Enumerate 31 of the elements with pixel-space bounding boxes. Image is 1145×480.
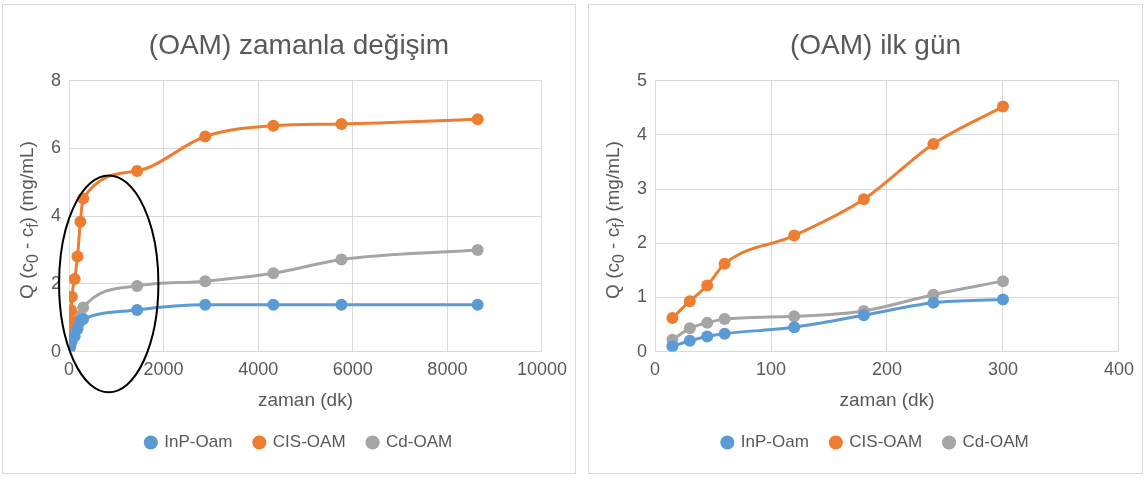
x-tick-label: 0: [650, 359, 661, 380]
x-tick-label: 2000: [143, 359, 184, 380]
y-tick-label: 5: [637, 69, 648, 90]
y-tick-label: 3: [637, 177, 648, 198]
x-tick-label: 6000: [332, 359, 373, 380]
x-tick-label: 4000: [238, 359, 279, 380]
y-tick-label: 1: [637, 286, 648, 307]
x-axis-title: zaman (dk): [257, 388, 354, 410]
x-tick-label: 300: [987, 359, 1019, 380]
legend-label: InP-Oam: [740, 432, 809, 452]
y-tick-label: 8: [51, 69, 62, 90]
y-tick-label: 4: [637, 123, 648, 144]
x-tick-label: 0: [64, 359, 75, 380]
legend-label: Cd-OAM: [386, 432, 453, 452]
legend-label: CIS-OAM: [849, 432, 923, 452]
y-tick-label: 0: [637, 340, 648, 361]
x-tick-label: 10000: [516, 359, 567, 380]
chart-title: (OAM) zamanla değişim: [148, 28, 450, 60]
legend-label: Cd-OAM: [962, 432, 1029, 452]
x-tick-label: 100: [755, 359, 787, 380]
chart-title: (OAM) ilk gün: [789, 28, 962, 60]
y-tick-label: 6: [51, 137, 62, 158]
y-tick-label: 4: [51, 205, 62, 226]
legend-label: InP-Oam: [164, 432, 233, 452]
x-tick-label: 400: [1103, 359, 1135, 380]
x-tick-label: 8000: [427, 359, 468, 380]
x-axis-title: zaman (dk): [839, 388, 935, 410]
legend-label: CIS-OAM: [272, 432, 346, 452]
y-tick-label: 2: [637, 232, 648, 253]
x-tick-label: 200: [871, 359, 903, 380]
y-tick-label: 0: [51, 340, 62, 361]
